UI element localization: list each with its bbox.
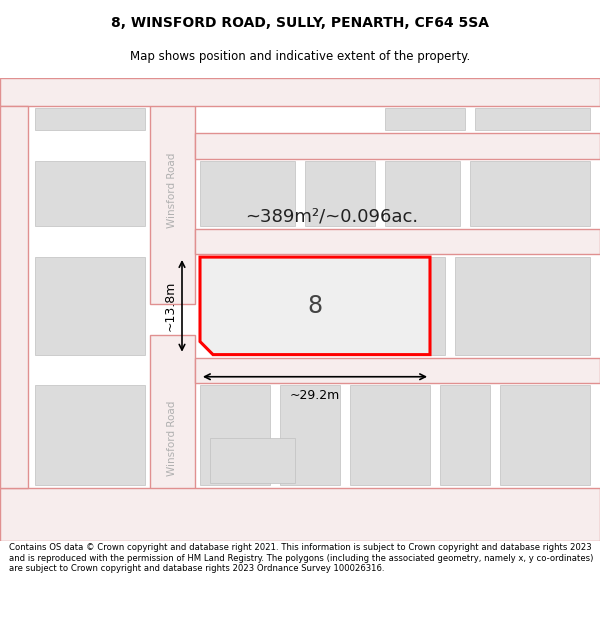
- Bar: [35, 161, 145, 226]
- Bar: [390, 257, 445, 354]
- Bar: [305, 161, 375, 226]
- Bar: [35, 108, 145, 131]
- Text: Contains OS data © Crown copyright and database right 2021. This information is : Contains OS data © Crown copyright and d…: [9, 543, 593, 573]
- Text: Winsford Road: Winsford Road: [167, 153, 177, 228]
- Polygon shape: [0, 106, 28, 488]
- Bar: [35, 257, 145, 354]
- Bar: [500, 385, 590, 486]
- Text: ~13.8m: ~13.8m: [164, 281, 177, 331]
- Bar: [200, 161, 295, 226]
- Text: Winsford Road: Winsford Road: [167, 401, 177, 476]
- Bar: [210, 438, 295, 483]
- Text: 8, WINSFORD ROAD, SULLY, PENARTH, CF64 5SA: 8, WINSFORD ROAD, SULLY, PENARTH, CF64 5…: [111, 16, 489, 31]
- Polygon shape: [0, 488, 600, 541]
- Polygon shape: [200, 257, 430, 354]
- Bar: [350, 385, 430, 486]
- Bar: [385, 108, 465, 131]
- Bar: [440, 385, 490, 486]
- Bar: [385, 161, 460, 226]
- Polygon shape: [195, 133, 600, 159]
- Bar: [280, 385, 340, 486]
- Polygon shape: [195, 229, 600, 254]
- Text: ~29.2m: ~29.2m: [290, 389, 340, 402]
- Text: ~389m²/~0.096ac.: ~389m²/~0.096ac.: [245, 208, 418, 226]
- Polygon shape: [0, 78, 600, 106]
- Bar: [200, 385, 270, 486]
- Text: Map shows position and indicative extent of the property.: Map shows position and indicative extent…: [130, 50, 470, 62]
- Polygon shape: [150, 78, 195, 304]
- Bar: [475, 108, 590, 131]
- Text: 8: 8: [307, 294, 323, 318]
- Polygon shape: [150, 334, 195, 541]
- Bar: [470, 161, 590, 226]
- Bar: [455, 257, 590, 354]
- Polygon shape: [195, 357, 600, 382]
- Bar: [35, 385, 145, 486]
